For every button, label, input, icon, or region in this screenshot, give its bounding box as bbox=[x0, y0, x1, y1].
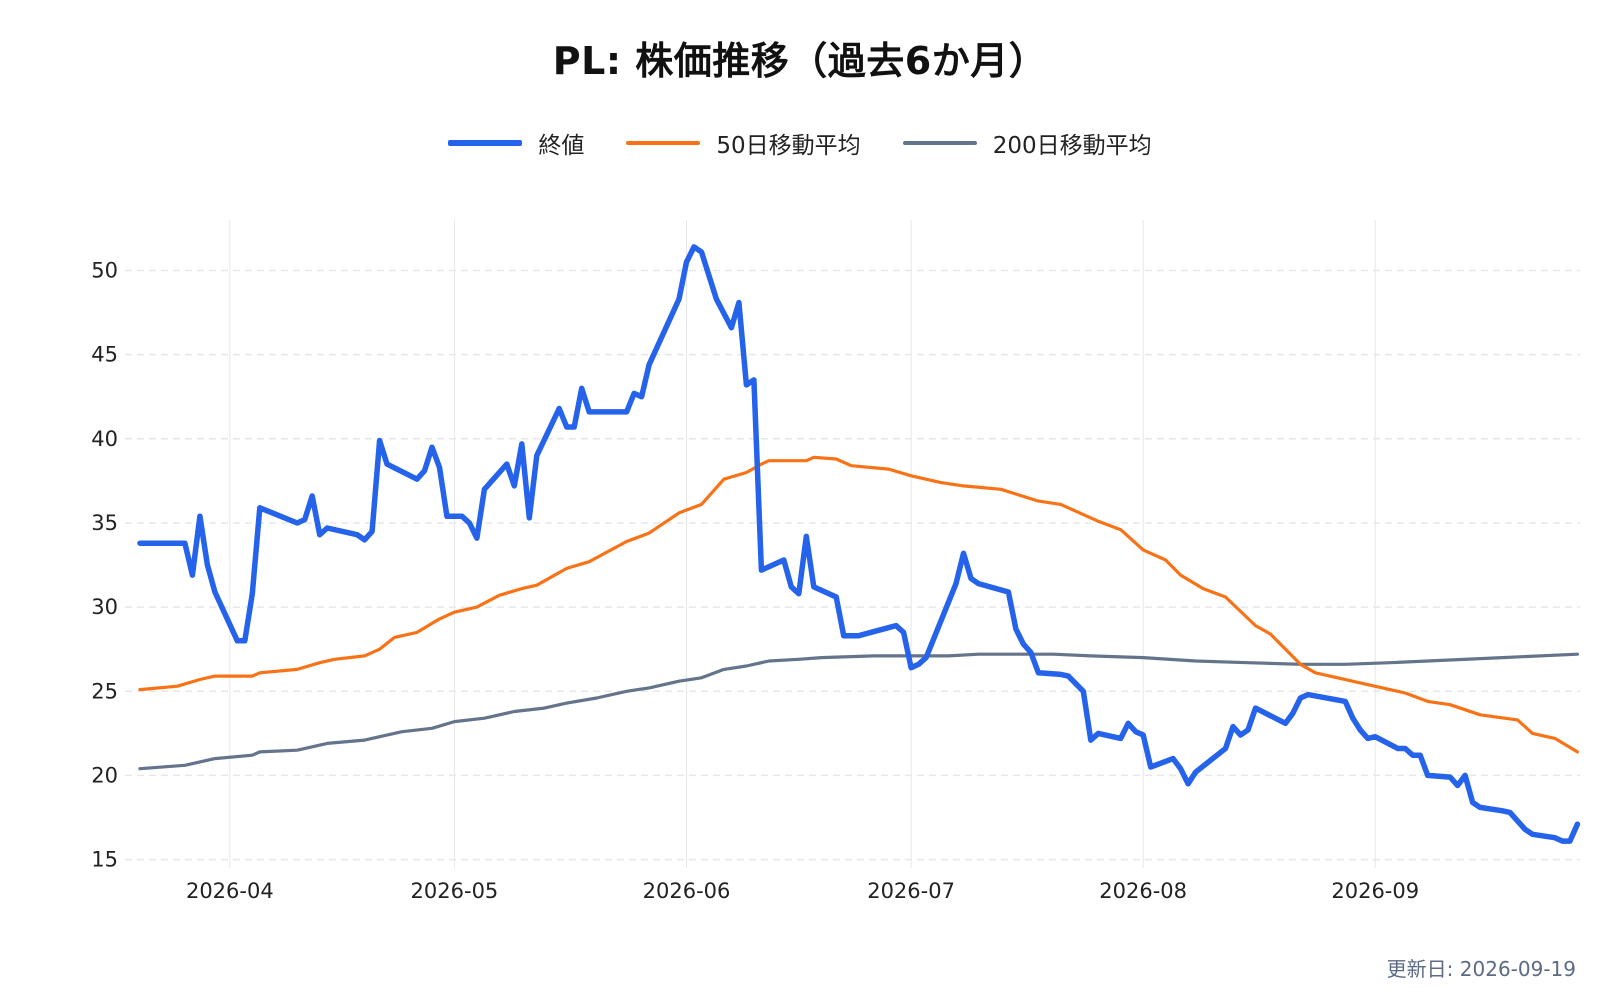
legend-label-close: 終値 bbox=[538, 133, 585, 159]
chart-title: PL: 株価推移（過去6か月） bbox=[552, 39, 1048, 83]
legend-item-ma50[interactable]: 50日移動平均 bbox=[626, 126, 861, 160]
x-tick-label: 2026-08 bbox=[1099, 879, 1187, 903]
y-tick-label: 25 bbox=[91, 679, 118, 703]
legend-swatch-ma50 bbox=[626, 141, 701, 145]
legend-swatch-ma200 bbox=[902, 141, 977, 145]
y-tick-label: 20 bbox=[91, 763, 118, 787]
y-tick-label: 15 bbox=[91, 848, 118, 872]
legend-label-ma200: 200日移動平均 bbox=[992, 133, 1152, 159]
legend-label-ma50: 50日移動平均 bbox=[716, 133, 861, 159]
chart-legend: 終値 50日移動平均 200日移動平均 bbox=[0, 126, 1600, 160]
x-tick-label: 2026-09 bbox=[1331, 879, 1419, 903]
series-line-ma200 bbox=[138, 652, 1579, 771]
x-tick-label: 2026-05 bbox=[411, 879, 499, 903]
y-tick-label: 35 bbox=[91, 511, 118, 535]
x-tick-label: 2026-04 bbox=[186, 879, 274, 903]
y-tick-label: 45 bbox=[91, 343, 118, 367]
y-tick-label: 30 bbox=[91, 595, 118, 619]
series-line-close bbox=[137, 244, 1581, 844]
x-tick-label: 2026-06 bbox=[643, 879, 731, 903]
legend-item-ma200[interactable]: 200日移動平均 bbox=[902, 126, 1152, 160]
updated-date: 更新日: 2026-09-19 bbox=[1386, 957, 1576, 981]
legend-item-close[interactable]: 終値 bbox=[448, 126, 584, 160]
legend-swatch-close bbox=[448, 140, 523, 146]
x-tick-label: 2026-07 bbox=[867, 879, 955, 903]
y-tick-label: 40 bbox=[91, 427, 118, 451]
series-line-ma50 bbox=[138, 455, 1579, 754]
y-tick-label: 50 bbox=[91, 258, 118, 282]
